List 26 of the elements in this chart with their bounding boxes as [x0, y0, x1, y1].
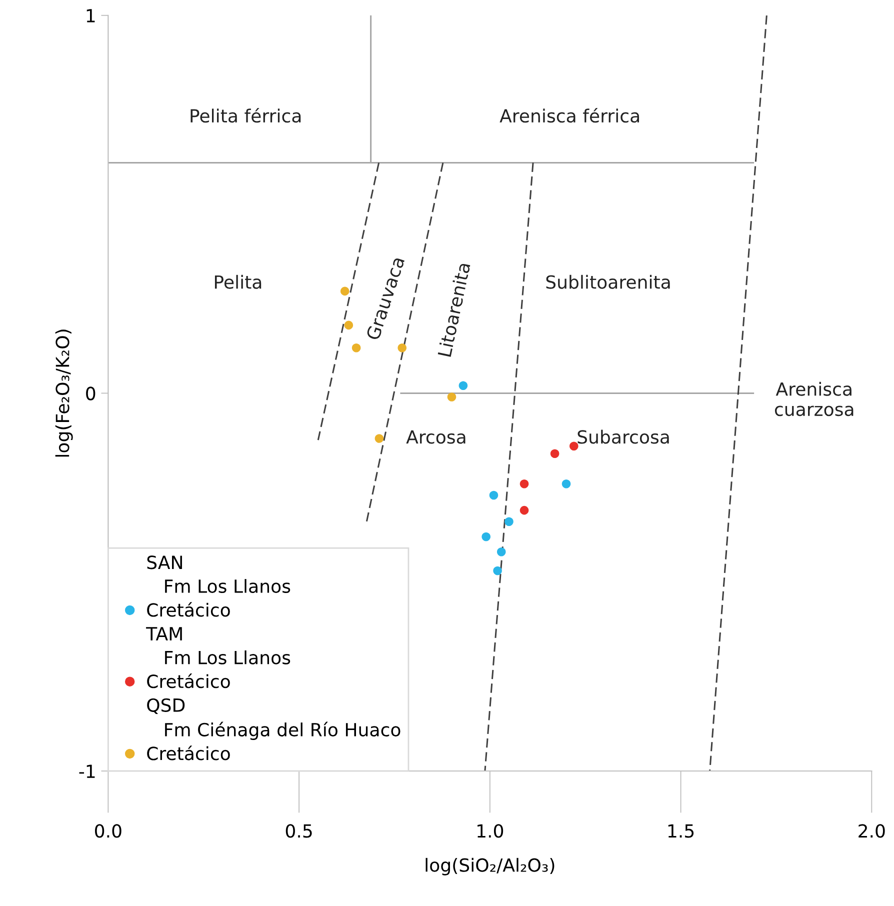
annotation: TAM	[146, 627, 182, 640]
y-tick-label: 1	[86, 9, 95, 22]
annotation: Fm Los Llanos	[165, 650, 290, 664]
x-tick-label: 2.0	[858, 824, 885, 838]
x-tick-label: 0.5	[286, 824, 312, 838]
annotation: QSD	[147, 698, 185, 714]
x-tick-label: 1.0	[478, 824, 504, 838]
x-tick-label: 1.5	[668, 824, 694, 838]
annotation: Pelita	[214, 274, 262, 289]
annotation: SAN	[147, 556, 182, 570]
annotation: Arenisca cuarzosa	[774, 382, 854, 416]
y-axis-title: log(Fe₂O₃/K₂O)	[55, 330, 73, 457]
x-axis-title: log(SiO₂/Al₂O₃)	[426, 858, 554, 876]
legend-label: Cretácico	[147, 602, 230, 617]
legend-label: Cretácico	[147, 746, 230, 760]
annotation: Sublitoarenita	[546, 274, 670, 289]
x-tick-label: 0.0	[95, 824, 122, 838]
annotation: Fm Ciénaga del Río Huaco	[165, 722, 400, 740]
y-tick-label: 0	[86, 386, 96, 400]
legend-label: Cretácico	[147, 673, 230, 688]
annotation: Arcosa	[406, 430, 466, 444]
annotation: Fm Los Llanos	[165, 579, 290, 594]
y-tick-label: -1	[79, 764, 95, 778]
annotation: Arenisca férrica	[500, 108, 639, 123]
annotation: Subarcosa	[578, 430, 669, 444]
annotation: Pelita férrica	[190, 108, 301, 123]
